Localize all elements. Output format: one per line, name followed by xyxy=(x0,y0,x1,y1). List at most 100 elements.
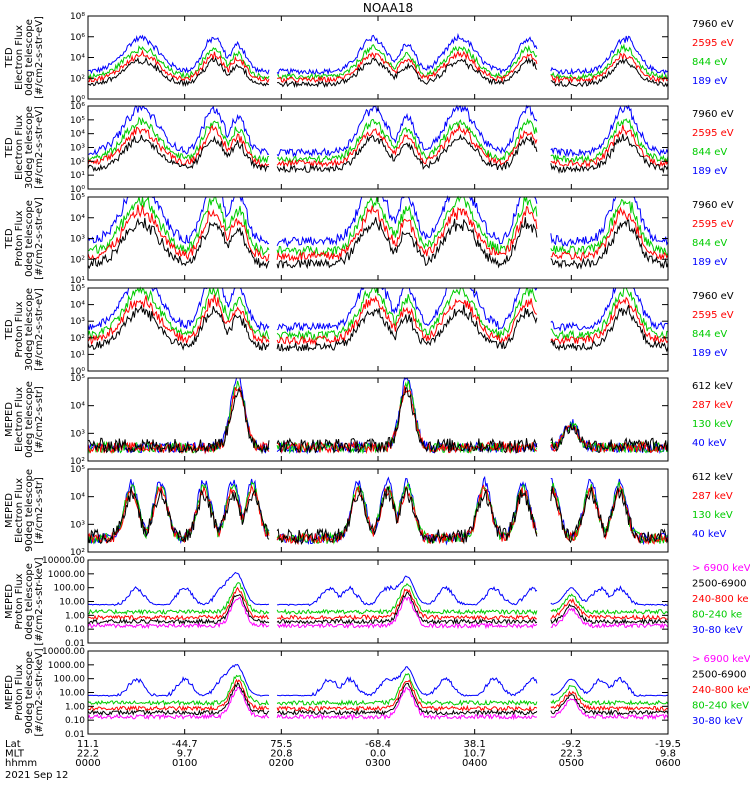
y-tick-label: 0.10 xyxy=(65,625,85,635)
y-tick-label: 10⁸ xyxy=(70,12,85,22)
y-tick-label: 1.00 xyxy=(65,611,85,621)
legend-entry: 287 keV xyxy=(692,491,733,502)
panel-2: 10⁰ 10¹ 10² 10³ 10⁴ 10⁵ 10⁶ TEDElectron Flux30d… xyxy=(4,102,734,195)
y-tick-label: 10⁰ xyxy=(70,95,85,105)
chart-title: NOAA18 xyxy=(363,1,413,15)
x-tick-label: 0000 xyxy=(75,758,100,769)
y-tick-label: 10⁴ xyxy=(70,130,85,140)
x-tick-label: 22.3 xyxy=(560,749,582,760)
y-axis-label-line: [#/cm2-s-str-keV] xyxy=(34,557,45,645)
series-line-1-1 xyxy=(87,56,669,88)
y-tick-label: 1.00 xyxy=(65,702,85,712)
y-tick-label: 10⁰ xyxy=(70,367,85,377)
y-axis-label-line: TED xyxy=(4,47,15,68)
panel-5: 10² 10³ 10⁴ 10⁵ MEPEDElectron Flux0deg teles… xyxy=(4,374,733,467)
legend-entry: 130 keV xyxy=(692,419,733,430)
series-line-3-4 xyxy=(87,195,669,248)
y-tick-label: 10³ xyxy=(70,235,85,245)
panel-3: 10¹ 10² 10³ 10⁴ 10⁵ TEDProton Flux0deg telesc… xyxy=(4,193,734,286)
series-line-7-4 xyxy=(87,582,669,616)
panel-1: 10⁰ 10² 10⁴ 10⁶ 10⁸ TEDElectron Flux0deg tele… xyxy=(4,12,734,105)
panel-4: 10⁰ 10¹ 10² 10³ 10⁴ 10⁵ TEDProton Flux30deg te… xyxy=(4,284,734,377)
y-tick-label: 10³ xyxy=(70,520,85,530)
x-row-label: Lat xyxy=(5,739,21,750)
y-tick-label: 10⁴ xyxy=(70,493,85,503)
y-axis-label: MEPEDElectron Flux0deg telescope[#/cm2-s… xyxy=(4,381,45,458)
y-tick-label: 10⁵ xyxy=(70,465,85,475)
legend-entry: 80-240 keV xyxy=(692,701,749,712)
y-axis-label-line: MEPED xyxy=(4,675,15,710)
y-tick-label: 10⁵ xyxy=(70,284,85,294)
panel-8: 0.010.101.0010.00100.001000.0010000.00ME… xyxy=(4,647,750,740)
y-axis-label-line: MEPED xyxy=(4,402,15,437)
legend-entry: 7960 eV xyxy=(692,19,734,30)
y-axis-label-line: [#/cm2-s-str] xyxy=(34,386,45,453)
x-tick-label: 0500 xyxy=(559,758,584,769)
y-axis-label: MEPEDElectron Flux90deg telescope[#/cm2-… xyxy=(4,469,45,552)
legend-entry: 2500-6900 xyxy=(692,579,747,590)
y-tick-label: 10⁴ xyxy=(70,402,85,412)
y-tick-label: 10² xyxy=(70,548,85,558)
y-tick-label: 10² xyxy=(70,74,85,84)
y-tick-label: 1000.00 xyxy=(48,661,85,671)
legend-entry: 287 keV xyxy=(692,400,733,411)
y-axis-label-line: TED xyxy=(4,319,15,340)
series-line-8-4 xyxy=(87,672,669,707)
y-tick-label: 10⁵ xyxy=(70,116,85,126)
y-axis-label-line: Proton Flux xyxy=(14,664,25,720)
legend-entry: 80-240 ke xyxy=(692,610,742,621)
y-axis-label-line: [#/cm2-s-str] xyxy=(34,477,45,544)
panel-frame xyxy=(87,468,669,553)
x-tick-label: 0200 xyxy=(269,758,294,769)
series-line-2-3 xyxy=(87,116,669,165)
panel-6: 10² 10³ 10⁴ 10⁵ MEPEDElectron Flux90deg tele… xyxy=(4,465,733,558)
legend-entry: 844 eV xyxy=(692,57,727,68)
x-tick-label: 38.1 xyxy=(464,739,486,750)
y-tick-label: 10.00 xyxy=(59,689,85,699)
y-tick-label: 10⁴ xyxy=(70,54,85,64)
y-axis-label-line: 0deg telescope xyxy=(24,200,35,277)
legend-entry: > 6900 keV xyxy=(692,563,750,574)
y-axis-label-line: TED xyxy=(4,137,15,158)
legend-entry: 844 eV xyxy=(692,329,727,340)
y-axis-label-line: Electron Flux xyxy=(14,115,25,180)
legend-entry: 2595 eV xyxy=(692,128,734,139)
legend-entry: 30-80 keV xyxy=(692,716,743,727)
legend-entry: 189 eV xyxy=(692,166,727,177)
y-tick-label: 10² xyxy=(70,255,85,265)
x-tick-label: 10.7 xyxy=(464,749,486,760)
series-line-5-1 xyxy=(87,387,669,455)
y-tick-label: 10000.00 xyxy=(42,556,85,566)
series-line-4-1 xyxy=(87,304,669,353)
panel-frame xyxy=(87,105,669,190)
y-tick-label: 10¹ xyxy=(70,276,85,286)
legend-entry: 189 eV xyxy=(692,257,727,268)
legend-entry: 2595 eV xyxy=(692,219,734,230)
y-axis-label: TEDProton Flux0deg telescope[#/cm2-s-str… xyxy=(4,197,45,280)
x-tick-label: 22.2 xyxy=(77,749,99,760)
series-line-2-1 xyxy=(87,133,669,175)
series-line-8-1 xyxy=(87,686,669,721)
y-tick-label: 0.01 xyxy=(65,730,85,740)
x-tick-label: 9.7 xyxy=(177,749,193,760)
y-tick-label: 10¹ xyxy=(70,350,85,360)
y-tick-label: 10² xyxy=(70,334,85,344)
panel-7: 0.010.101.0010.00100.001000.0010000.00ME… xyxy=(4,556,750,649)
y-axis-label-line: MEPED xyxy=(4,584,15,619)
y-axis-label-line: Proton Flux xyxy=(14,210,25,266)
x-tick-label: 0300 xyxy=(365,758,390,769)
y-tick-label: 10⁴ xyxy=(70,214,85,224)
x-tick-label: 9.8 xyxy=(660,749,676,760)
y-axis-label-line: [#/cm2-s-str-eV] xyxy=(34,197,45,280)
y-tick-label: 10000.00 xyxy=(42,647,85,657)
y-tick-label: 10³ xyxy=(70,317,85,327)
series-line-2-4 xyxy=(88,104,669,158)
legend-entry: 7960 eV xyxy=(692,200,734,211)
y-axis-label-line: Proton Flux xyxy=(14,301,25,357)
y-axis-label-line: 0deg telescope xyxy=(24,381,35,458)
y-tick-label: 10² xyxy=(70,157,85,167)
y-axis-label: MEPEDProton Flux0deg telescope[#/cm2-s-s… xyxy=(4,557,45,645)
y-axis-label-line: Electron Flux xyxy=(14,387,25,452)
legend-entry: 7960 eV xyxy=(692,291,734,302)
legend-entry: 7960 eV xyxy=(692,109,734,120)
